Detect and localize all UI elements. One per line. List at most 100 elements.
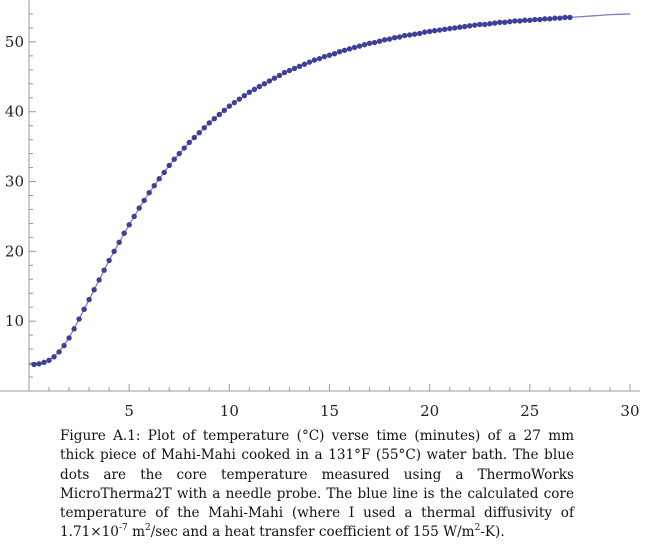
measured-data-point (196, 129, 202, 136)
measured-data-point (401, 32, 408, 39)
measured-data-point (251, 86, 258, 93)
caption-text-coefficient: /sec and a heat transfer coefficient of … (150, 524, 475, 541)
measured-data-point (482, 21, 488, 28)
measured-data-point (111, 248, 117, 255)
measured-data-point (146, 190, 152, 196)
measured-data-point (301, 61, 308, 67)
measured-data-point (106, 257, 112, 264)
measured-data-point (562, 14, 568, 21)
y-tick-label: 40 (5, 103, 24, 121)
axes: 5 10 15 20 25 30 10 20 30 40 50 (0, 0, 640, 420)
measured-data-point (86, 296, 92, 303)
caption-text-units: m (127, 524, 145, 541)
measured-data-point (51, 354, 57, 360)
measured-data-point (31, 361, 37, 368)
measured-data-point (552, 15, 558, 21)
measured-data-point (426, 28, 433, 35)
measured-data-point (376, 38, 383, 44)
measured-data-point (346, 46, 353, 52)
measured-data-point (517, 18, 523, 24)
measured-data-point (547, 16, 553, 22)
measured-data-point (431, 28, 438, 34)
measured-data-point (236, 96, 243, 102)
measured-data-point (141, 197, 147, 204)
y-tick-label: 30 (5, 173, 24, 191)
y-tick-label: 20 (5, 242, 24, 260)
measured-data-point (557, 15, 563, 21)
x-tick-label: 30 (620, 402, 639, 420)
measured-data-point (542, 16, 548, 22)
measured-data-point (326, 52, 333, 58)
measured-data-point (291, 65, 298, 72)
measured-data-point (241, 92, 248, 99)
measured-data-point (46, 357, 52, 363)
caption-text: Figure A.1: Plot of temperature (°C) ver… (60, 428, 574, 541)
measured-data-point (336, 48, 343, 55)
measured-data-point (56, 349, 62, 355)
measured-data-point (126, 222, 132, 228)
measured-data-point (131, 213, 137, 220)
measured-data-point (472, 22, 478, 28)
x-tick-label: 15 (320, 402, 339, 420)
caption-exponent: -7 (118, 523, 128, 534)
measured-data-point (452, 25, 458, 31)
measured-data-point (191, 134, 197, 141)
measured-data-point (467, 23, 473, 29)
measured-data-point (316, 55, 323, 62)
measured-data-point (537, 16, 543, 23)
caption-exponent-squared-2: 2 (474, 523, 481, 534)
measured-data-point (156, 176, 162, 182)
x-tick-label: 25 (520, 402, 539, 420)
caption-text-end: -K). (480, 524, 505, 541)
x-tick-label: 5 (124, 402, 134, 420)
measured-data-point (331, 51, 338, 57)
measured-data-point (567, 14, 573, 21)
measured-data-point (261, 81, 268, 87)
measured-data-point (492, 20, 498, 26)
x-tick-label: 10 (220, 402, 239, 420)
measured-data-point (226, 103, 233, 109)
measured-data-point (151, 183, 157, 189)
measured-data-point (266, 78, 273, 84)
measured-data-point (532, 16, 538, 23)
measured-data-point (216, 111, 223, 118)
measured-data-point (296, 63, 303, 70)
measured-data-point (161, 169, 167, 176)
measured-data-point (371, 39, 378, 46)
measured-data-point (341, 47, 348, 53)
measured-data-point (101, 267, 107, 273)
measured-data-point (321, 53, 328, 60)
measured-data-point (356, 43, 363, 49)
measured-data-point (231, 99, 238, 106)
measured-data-point (206, 120, 212, 126)
measured-data-point (487, 21, 493, 27)
measured-data-point (171, 156, 177, 162)
measured-data-point (96, 277, 102, 283)
measured-data-point (66, 335, 72, 341)
measured-data-point (462, 23, 468, 30)
measured-data-point (512, 18, 518, 24)
measured-data-point (446, 25, 453, 32)
measured-data-point (522, 17, 528, 23)
measured-data-point (256, 83, 263, 90)
measured-data-point (71, 326, 77, 332)
measured-data-point (201, 125, 207, 131)
measured-data-point (421, 29, 428, 35)
x-tick-label: 20 (420, 402, 439, 420)
measured-data-point (391, 35, 398, 41)
measured-data-point (311, 57, 318, 63)
measured-data-point (396, 34, 403, 40)
measured-data-point (176, 150, 182, 157)
measured-data-point (366, 40, 373, 46)
measured-data-point (136, 205, 142, 211)
measured-data-point (386, 36, 393, 42)
measured-data-point (411, 31, 418, 37)
measured-data-point (61, 342, 67, 349)
measured-data-point (81, 306, 87, 313)
measured-data-point (361, 41, 368, 48)
measured-data-point (441, 26, 448, 33)
caption-exponent-squared: 2 (144, 523, 151, 534)
measured-data-point (211, 116, 218, 122)
measured-data-point (121, 230, 127, 236)
measured-data-point (41, 359, 47, 366)
